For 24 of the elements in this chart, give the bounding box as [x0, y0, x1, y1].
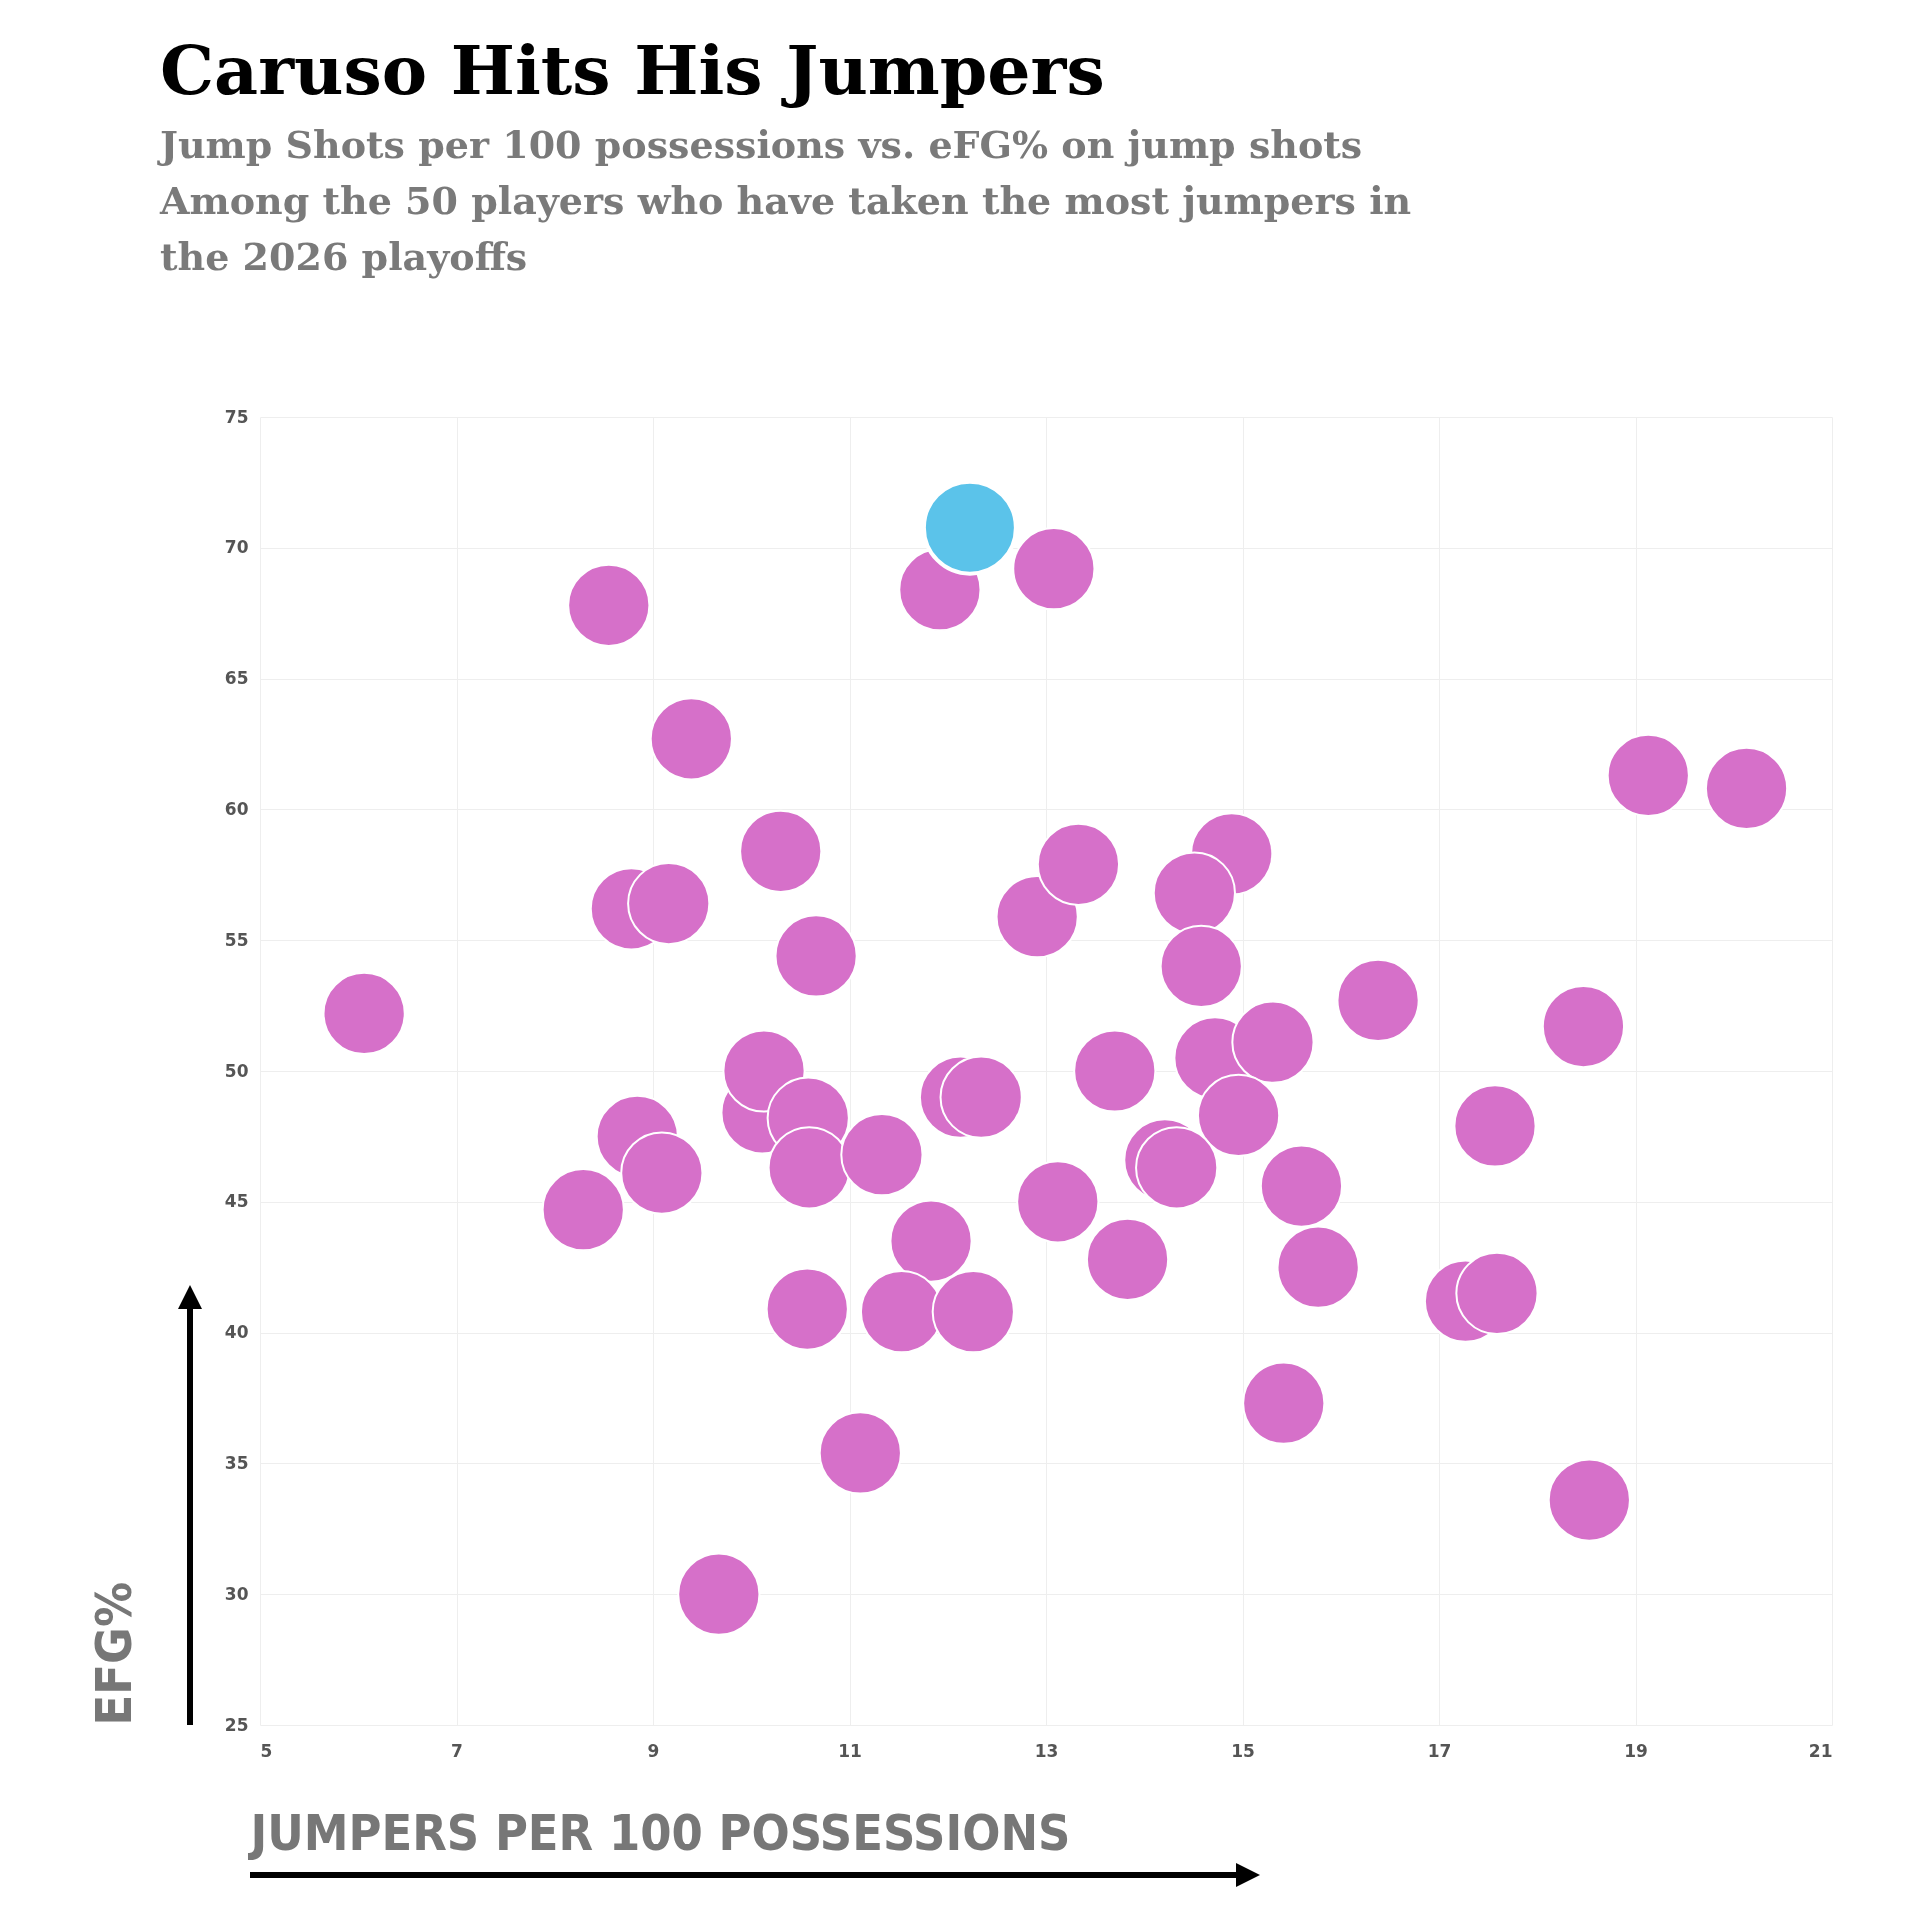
y-tick-label: 40 — [224, 1322, 249, 1343]
y-tick-label: 75 — [224, 406, 249, 427]
chart-subtitle: Jump Shots per 100 possessions vs. eFG% on jump shots Among the 50 players who have taken the most jumpers in the 2026 playoffs — [157, 122, 1412, 279]
y-tick-label: 60 — [224, 798, 249, 819]
x-tick-label: 11 — [838, 1740, 862, 1761]
x-tick-label: 15 — [1231, 1740, 1255, 1761]
x-tick-label: 17 — [1427, 1740, 1452, 1761]
y-tick-label: 65 — [224, 668, 249, 689]
y-tick-label: 55 — [224, 929, 249, 950]
x-tick-label: 21 — [1808, 1740, 1833, 1761]
x-tick-label: 7 — [451, 1740, 463, 1761]
y-tick-label: 45 — [224, 1191, 249, 1212]
y-tick-label: 70 — [224, 537, 249, 558]
y-tick-label: 50 — [224, 1060, 249, 1081]
y-tick-label: 35 — [224, 1452, 249, 1473]
chart-title: Caruso Hits His Jumpers — [160, 30, 1105, 110]
x-tick-label: 5 — [260, 1740, 273, 1761]
x-tick-label: 9 — [647, 1740, 660, 1761]
y-tick-label: 30 — [224, 1583, 249, 1604]
x-tick-label: 13 — [1034, 1740, 1059, 1761]
x-tick-label: 19 — [1624, 1740, 1648, 1761]
x-axis-title: JUMPERS PER 100 POSSESSIONS — [247, 1803, 1071, 1862]
y-tick-label: 25 — [224, 1714, 249, 1735]
y-axis-title: EFG% — [84, 1582, 143, 1726]
